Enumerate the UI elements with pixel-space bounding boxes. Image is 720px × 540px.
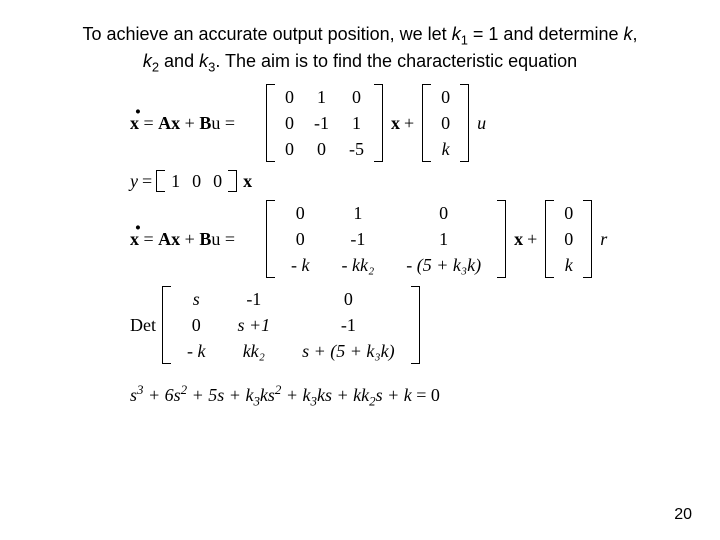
var-k: k: [624, 24, 633, 44]
equation-4: Det s-10 0s +1-1 - kkk₂s + (5 + k₃k): [130, 286, 720, 364]
var-k1: k: [452, 24, 461, 44]
vector-B1: 0 0 k: [422, 84, 469, 162]
u: u: [211, 113, 220, 133]
equation-3: x = Ax + Bu = 010 0-11 - k- kk₂- (5 + k₃…: [130, 200, 720, 278]
matrix-A1: 010 0-11 00-5: [266, 84, 383, 162]
heading-and: and: [159, 51, 199, 71]
x: x: [171, 113, 180, 133]
heading-suffix: . The aim is to find the characteristic …: [215, 51, 577, 71]
char-poly: s3 + 6s2 + 5s + k3ks2 + k3ks + kk2s + k …: [130, 384, 440, 409]
var-k2: k: [143, 51, 152, 71]
heading-prefix: To achieve an accurate output position, …: [82, 24, 451, 44]
plus2: +: [527, 230, 537, 248]
plus: +: [180, 229, 199, 249]
equation-5: s3 + 6s2 + 5s + k3ks2 + k3ks + kk2s + k …: [130, 384, 720, 409]
eq2: =: [220, 113, 235, 133]
heading-mid: ,: [633, 24, 638, 44]
sub-2: 2: [152, 60, 159, 75]
page-number: 20: [674, 506, 692, 524]
eq: =: [142, 172, 152, 190]
plus: +: [180, 113, 199, 133]
det-matrix: s-10 0s +1-1 - kkk₂s + (5 + k₃k): [162, 286, 420, 364]
u: u: [211, 229, 220, 249]
sub-1: 1: [461, 33, 468, 48]
equation-1: x = Ax + Bu = 010 0-11 00-5 x+ 0 0 k u: [130, 84, 720, 162]
x: x: [171, 229, 180, 249]
math-block: x = Ax + Bu = 010 0-11 00-5 x+ 0 0 k u y…: [0, 84, 720, 409]
A: A: [158, 229, 171, 249]
vector-B2: 0 0 k: [545, 200, 592, 278]
B: B: [199, 229, 211, 249]
A: A: [158, 113, 171, 133]
x-tail: x: [243, 172, 252, 190]
y: y: [130, 172, 138, 190]
var-k3: k: [199, 51, 208, 71]
matrix-A2: 010 0-11 - k- kk₂- (5 + k₃k): [266, 200, 506, 278]
det-label: Det: [130, 316, 156, 334]
x-after-A: x: [391, 114, 400, 132]
heading-eq1: = 1 and determine: [468, 24, 624, 44]
x-after-A2: x: [514, 230, 523, 248]
r-tail: r: [600, 230, 607, 248]
xdot: x: [130, 114, 139, 132]
equation-2: y = 100 x: [130, 170, 720, 192]
B: B: [199, 113, 211, 133]
row-C: 100: [156, 170, 237, 192]
xdot: x: [130, 230, 139, 248]
eq2: =: [220, 229, 235, 249]
heading-text: To achieve an accurate output position, …: [0, 0, 720, 76]
u-tail: u: [477, 114, 486, 132]
plus2: +: [404, 114, 414, 132]
